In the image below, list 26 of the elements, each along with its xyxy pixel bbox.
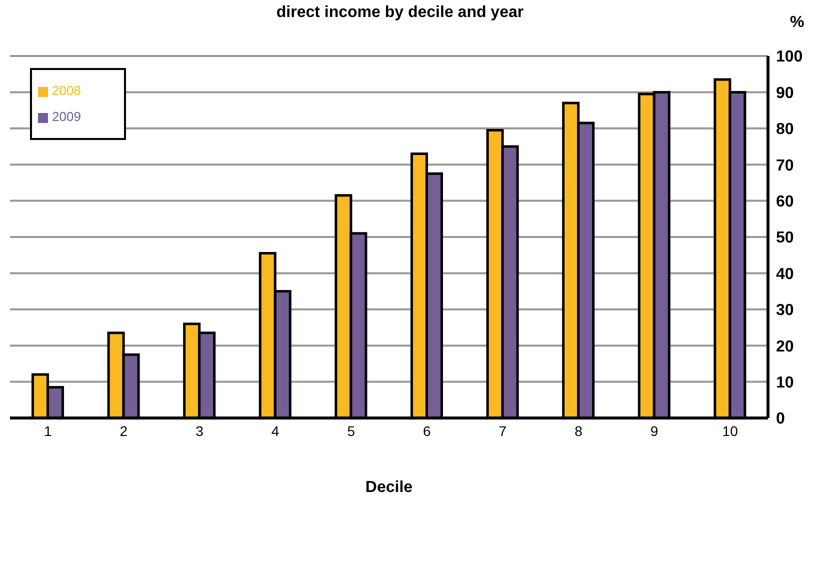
x-axis-title: Decile [365,479,413,496]
y-tick-label: 20 [776,338,794,356]
y-tick-label: 100 [776,48,803,66]
y-tick-label: 60 [776,193,794,210]
y-tick-label: 0 [776,410,785,428]
chart-title: direct income by decile and year [276,4,524,21]
x-tick-label: 5 [347,422,356,439]
x-tick-label: 1 [44,422,52,439]
x-tick-label: 4 [271,422,280,439]
y-tick-label: 90 [776,84,794,102]
y-tick-label: 30 [776,302,794,320]
x-tick-label: 9 [650,422,658,439]
x-tick-label: 10 [722,422,738,439]
x-tick-label: 8 [574,422,583,439]
y-tick-label: 40 [776,266,794,283]
y-tick-label: 80 [776,121,794,138]
y-tick-label: 10 [776,374,794,392]
y-tick-label: 70 [776,157,794,174]
x-tick-label: 2 [120,422,128,439]
legend-label: 2008 [52,83,81,98]
y-axis-title: % [790,14,804,32]
x-tick-label: 6 [423,422,431,439]
x-tick-label: 3 [196,422,204,439]
y-tick-label: 50 [776,230,794,247]
legend-label: 2009 [52,109,81,124]
x-tick-label: 7 [498,422,507,439]
